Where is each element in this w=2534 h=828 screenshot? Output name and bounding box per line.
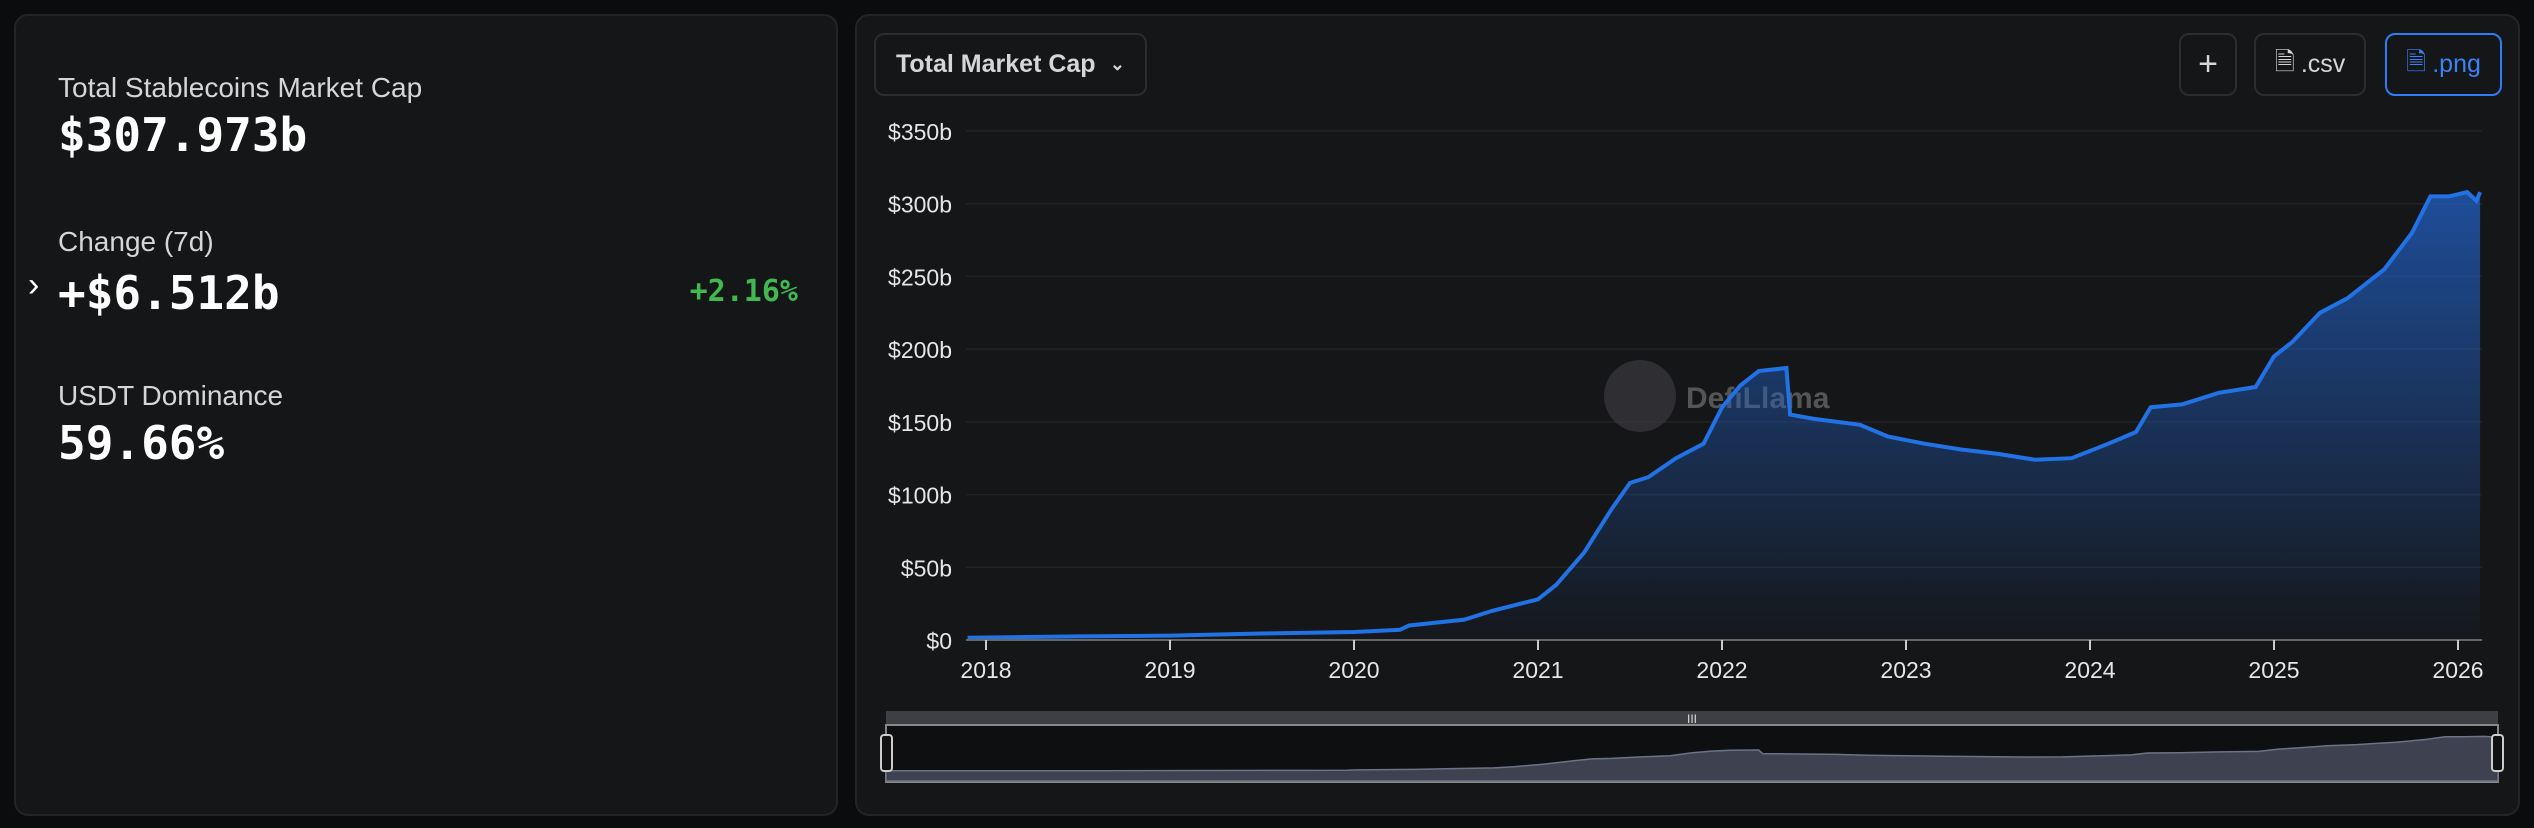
csv-label: .csv [2300,50,2346,78]
y-tick-label: $350b [888,119,952,145]
x-tick-label: 2020 [1328,657,1379,683]
x-tick-label: 2021 [1512,657,1563,683]
x-tick-label: 2018 [960,657,1011,683]
chevron-right-icon[interactable]: › [28,266,40,304]
download-csv-button[interactable]: 🗎 .csv [2254,33,2366,96]
summary-panel: Total Stablecoins Market Cap $307.973b C… [14,14,838,816]
range-navigator[interactable]: III [880,711,2504,783]
dropdown-label: Total Market Cap [896,50,1096,78]
dominance-value: 59.66% [58,416,225,470]
file-download-icon: 🗎 [2274,48,2295,76]
change-percent: +2.16% [689,274,798,309]
navigator-scrollbar[interactable] [886,711,2498,725]
y-tick-label: $200b [888,337,952,363]
svg-text:III: III [1687,712,1697,726]
png-label: .png [2432,50,2481,78]
y-tick-label: $50b [901,555,952,581]
total-label: Total Stablecoins Market Cap [58,72,423,103]
download-png-button[interactable]: 🗎 .png [2385,33,2502,96]
series-area [967,192,2481,640]
navigator-right-handle[interactable] [2491,734,2504,772]
x-tick-label: 2024 [2064,657,2115,683]
dominance-label: USDT Dominance [58,380,284,411]
y-tick-label: $100b [888,483,952,509]
change-label: Change (7d) [58,226,214,257]
x-tick-label: 2026 [2432,657,2483,683]
x-tick-label: 2025 [2248,657,2299,683]
total-value: $307.973b [58,108,308,162]
y-tick-label: $250b [888,264,952,290]
y-tick-label: $0 [926,628,952,654]
x-tick-label: 2022 [1696,657,1747,683]
chevron-down-icon: ⌄ [1109,54,1125,74]
change-value: +$6.512b [58,266,280,320]
file-download-icon: 🗎 [2406,48,2427,76]
series-line [967,189,2482,640]
navigator-left-handle[interactable] [880,734,893,772]
add-button[interactable]: + [2179,33,2237,96]
x-tick-label: 2023 [1880,657,1931,683]
y-tick-label: $300b [888,192,952,218]
x-tick-label: 2019 [1144,657,1195,683]
y-tick-label: $150b [888,410,952,436]
chart-type-dropdown[interactable]: Total Market Cap ⌄ [874,33,1147,96]
